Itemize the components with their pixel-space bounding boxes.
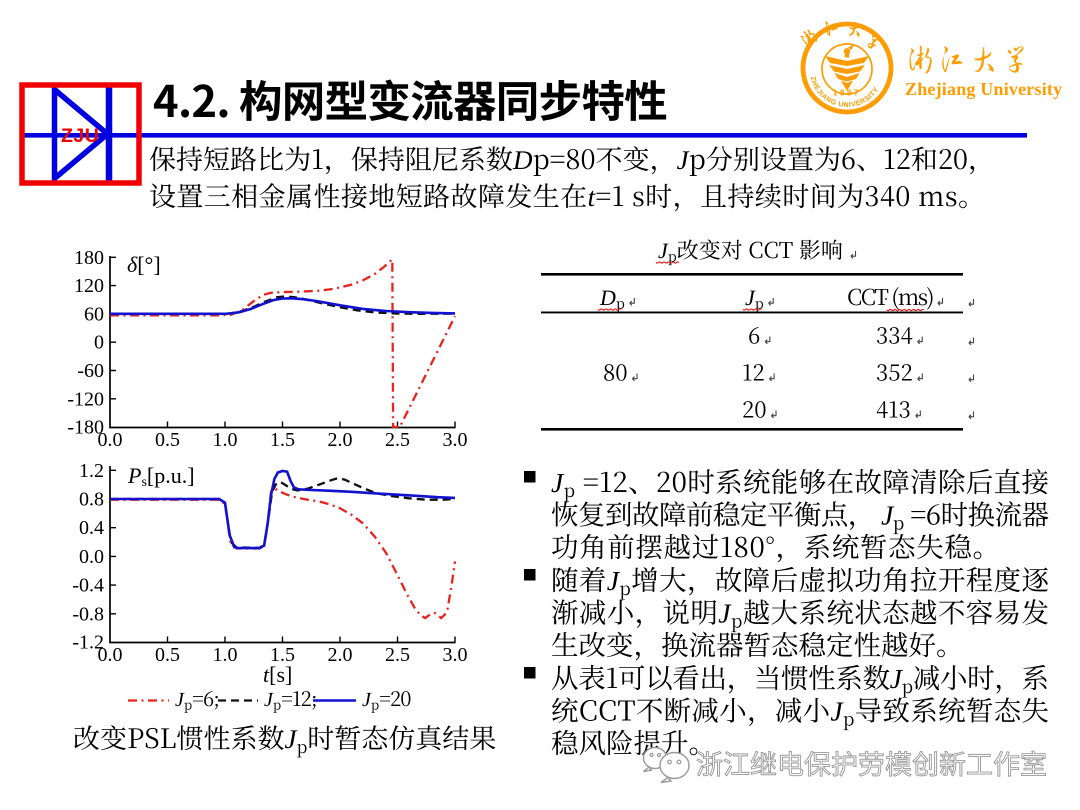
svg-text:-60: -60 [77,360,104,382]
svg-text:180: 180 [74,247,104,269]
svg-text:-0.8: -0.8 [72,603,104,625]
svg-text:-120: -120 [67,388,104,410]
svg-text:-1.2: -1.2 [72,632,104,654]
svg-text:0: 0 [94,332,104,354]
svg-text:2.0: 2.0 [328,644,353,666]
svg-text:1897: 1897 [833,89,861,98]
svg-text:Zhejiang University: Zhejiang University [905,79,1062,99]
svg-text:2.0: 2.0 [328,429,353,451]
svg-text:0.0: 0.0 [98,644,123,666]
svg-text:1.0: 1.0 [213,644,238,666]
svg-text:1.5: 1.5 [270,644,295,666]
svg-text:-180: -180 [67,417,104,439]
svg-text:0.8: 0.8 [79,489,104,511]
svg-text:0.0: 0.0 [98,429,123,451]
svg-text:ZJU: ZJU [61,125,99,147]
svg-text:60: 60 [84,303,104,325]
svg-text:0.0: 0.0 [79,546,104,568]
svg-text:t[s]: t[s] [263,662,292,687]
svg-text:2.5: 2.5 [385,644,410,666]
svg-text:Ps[p.u.]: Ps[p.u.] [127,463,195,490]
svg-text:0.5: 0.5 [155,429,180,451]
svg-text:3.0: 3.0 [443,429,468,451]
svg-text:3.0: 3.0 [443,644,468,666]
svg-text:δ[°]: δ[°] [127,252,161,277]
svg-text:0.4: 0.4 [79,517,104,539]
svg-text:-0.4: -0.4 [72,575,104,597]
svg-text:2.5: 2.5 [385,429,410,451]
svg-text:0.5: 0.5 [155,644,180,666]
svg-text:1.5: 1.5 [270,429,295,451]
svg-text:120: 120 [74,275,104,297]
svg-text:1.0: 1.0 [213,429,238,451]
svg-text:1.2: 1.2 [79,460,104,482]
